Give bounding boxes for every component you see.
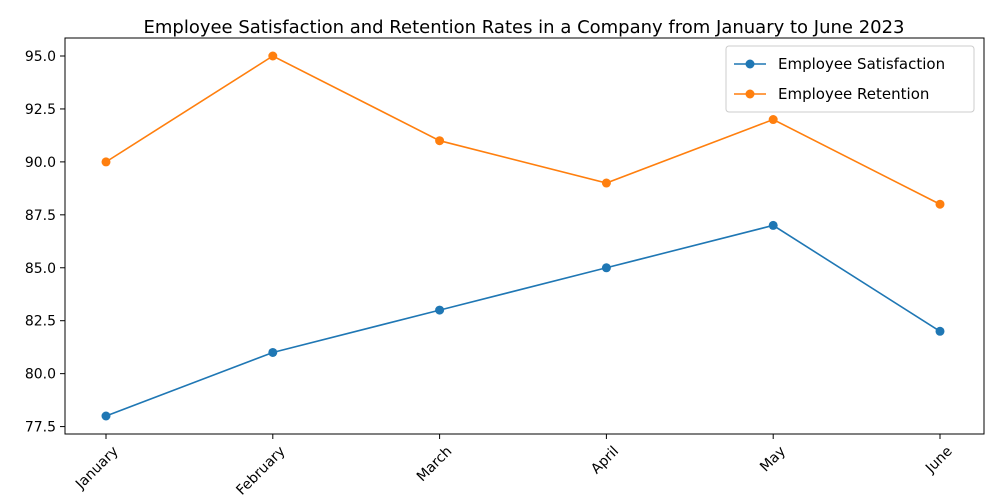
chart-title: Employee Satisfaction and Retention Rate…: [143, 17, 904, 38]
legend: Employee Satisfaction Employee Retention: [725, 45, 975, 113]
y-tick-label: 87.5: [25, 208, 56, 224]
data-point: [101, 411, 111, 421]
y-tick-label: 77.5: [25, 420, 56, 436]
series-line-2: [105, 55, 941, 205]
legend-label: Employee Satisfaction: [778, 55, 945, 73]
y-tick-label: 90.0: [25, 155, 56, 171]
data-point: [268, 347, 278, 357]
data-point: [101, 157, 111, 167]
data-point: [601, 178, 611, 188]
data-point: [935, 326, 945, 336]
data-point: [435, 305, 445, 315]
series-line-1: [105, 224, 941, 417]
plot-frame: [64, 37, 985, 435]
data-point: [768, 220, 778, 230]
data-point: [601, 263, 611, 273]
y-tick-label: 82.5: [25, 314, 56, 330]
y-tick-label: 92.5: [25, 102, 56, 118]
y-tick-label: 85.0: [25, 261, 56, 277]
data-point: [435, 136, 445, 146]
y-tick-label: 95.0: [25, 49, 56, 65]
legend-swatch-marker: [745, 59, 755, 69]
data-point: [268, 51, 278, 61]
data-point: [768, 115, 778, 125]
legend-swatch-marker: [745, 89, 755, 99]
legend-box: [725, 45, 975, 113]
legend-label: Employee Retention: [778, 85, 929, 103]
y-tick-label: 80.0: [25, 367, 56, 383]
data-point: [935, 199, 945, 209]
